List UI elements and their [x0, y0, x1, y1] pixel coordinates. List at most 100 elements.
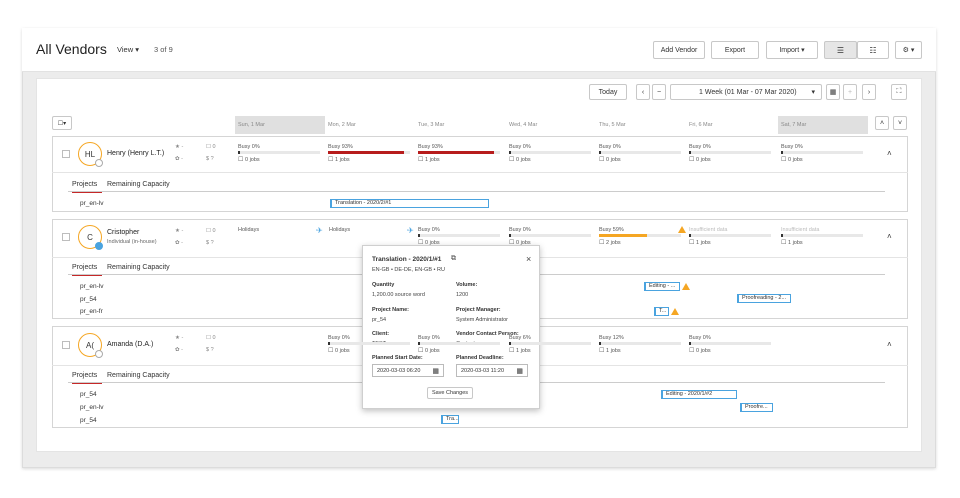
busy-status: Busy 0%	[689, 144, 711, 150]
busy-status: Busy 93%	[418, 144, 443, 150]
capacity-bar	[509, 342, 591, 345]
jobs-count: 0 jobs	[606, 157, 621, 163]
task-bar[interactable]: T...	[654, 307, 669, 316]
task-bar[interactable]: Tra...	[441, 415, 459, 424]
task-bar[interactable]: Editing - ...	[644, 282, 680, 291]
divider	[68, 191, 885, 192]
collapse-vendor-icon[interactable]: ˄	[887, 232, 892, 241]
vendor-checkbox[interactable]	[62, 341, 70, 349]
busy-status: Busy 0%	[418, 335, 440, 341]
view-dropdown[interactable]: View ▾	[117, 45, 139, 54]
day-header-sun-bg	[235, 116, 325, 134]
day-header-sat: Sat, 7 Mar	[778, 116, 868, 134]
avatar-initials: C	[87, 232, 93, 242]
tab-remaining[interactable]: Remaining Capacity	[107, 372, 170, 379]
import-button[interactable]: Import ▾	[766, 41, 818, 59]
settings-button[interactable]: ⚙ ▾	[895, 41, 922, 59]
status-icon	[95, 242, 103, 250]
vendor-name[interactable]: Henry (Henry L.T.)	[107, 150, 165, 157]
tab-projects[interactable]: Projects	[72, 264, 102, 276]
fullscreen-icon: ⛶	[896, 88, 902, 95]
capacity-bar	[509, 234, 591, 237]
category: ✿ -	[175, 156, 183, 162]
capacity-fill	[418, 342, 420, 345]
task-bar[interactable]: Editing - 2020/1/#2	[661, 390, 737, 399]
day-header-wed: Wed, 4 Mar	[509, 122, 538, 128]
timeline-view-button[interactable]: ☰	[824, 41, 857, 59]
tab-projects[interactable]: Projects	[72, 181, 102, 193]
day-header-tue: Tue, 3 Mar	[418, 122, 445, 128]
start-date-input[interactable]: 2020-03-03 06:20 ▦	[372, 364, 444, 377]
collapse-vendor-icon[interactable]: ˄	[887, 340, 892, 349]
capacity-fill	[689, 234, 691, 237]
tab-remaining[interactable]: Remaining Capacity	[107, 264, 170, 271]
tab-remaining[interactable]: Remaining Capacity	[107, 181, 170, 188]
category: ✿ -	[175, 240, 183, 246]
message-count: ☐ 0	[206, 144, 216, 150]
task-bar[interactable]: Translation - 2020/2/#1	[330, 199, 489, 208]
date-range-select[interactable]: 1 Week (01 Mar - 07 Mar 2020) ▾	[670, 84, 822, 100]
popup-title[interactable]: Translation - 2020/1/#1	[372, 256, 442, 263]
jobs-icon: ☐	[781, 157, 787, 163]
capacity-bar	[781, 151, 863, 154]
avatar: HL	[78, 142, 103, 167]
jobs-count: 1 jobs	[606, 348, 621, 354]
capacity-fill	[689, 151, 691, 154]
close-icon[interactable]: ×	[526, 254, 532, 264]
plus-icon: +	[847, 88, 853, 96]
next-week-button[interactable]: ›	[862, 84, 876, 100]
collapse-vendor-icon[interactable]: ˄	[887, 149, 892, 158]
task-bar[interactable]: Proofreading - 2...	[737, 294, 791, 303]
jobs-count: 0 jobs	[335, 348, 350, 354]
vendor-name[interactable]: Cristopher	[107, 229, 140, 236]
jobs-icon: ☐	[781, 240, 787, 246]
today-button[interactable]: Today	[589, 84, 627, 100]
holiday-icon: ✈	[316, 226, 323, 235]
project-row: pr_en-lv	[80, 200, 104, 207]
jobs-icon: ☐	[689, 348, 695, 354]
expand-all-button[interactable]: ˅	[893, 116, 907, 130]
collapse-all-button[interactable]: ˄	[875, 116, 889, 130]
capacity-fill	[599, 234, 648, 237]
tab-projects-label: Projects	[72, 181, 98, 188]
save-changes-button[interactable]: Save Changes	[427, 387, 473, 399]
rate-value: ?	[210, 347, 214, 353]
tab-projects[interactable]: Projects	[72, 372, 102, 384]
add-vendor-button[interactable]: Add Vendor	[653, 41, 705, 59]
page-title: All Vendors	[36, 41, 107, 57]
vendor-checkbox[interactable]	[62, 233, 70, 241]
day-header-thu: Thu, 5 Mar	[599, 122, 626, 128]
jobs-icon: ☐	[509, 240, 515, 246]
busy-status: Insufficient data	[781, 227, 820, 233]
calendar-button[interactable]: ▦	[826, 84, 840, 100]
zoom-in-button[interactable]: +	[843, 84, 857, 100]
capacity-fill	[599, 151, 601, 154]
busy-status: Busy 0%	[689, 335, 711, 341]
deadline-input[interactable]: 2020-03-03 11:20 ▦	[456, 364, 528, 377]
capacity-bar	[689, 342, 771, 345]
zoom-out-button[interactable]: −	[652, 84, 666, 100]
vendor-contact-label: Vendor Contact Person:	[456, 331, 519, 337]
list-view-button[interactable]: ☷	[857, 41, 889, 59]
project-manager-label: Project Manager:	[456, 307, 501, 313]
vendor-name[interactable]: Amanda (D.A.)	[107, 341, 154, 348]
vendor-type: Individual (in-house)	[107, 239, 157, 245]
capacity-fill	[418, 151, 495, 154]
caret-down-icon: ☐▾	[57, 120, 67, 127]
export-button[interactable]: Export	[711, 41, 759, 59]
day-header-mon: Mon, 2 Mar	[328, 122, 356, 128]
capacity-bar	[781, 234, 863, 237]
prev-week-button[interactable]: ‹	[636, 84, 650, 100]
busy-status: Busy 0%	[599, 144, 621, 150]
capacity-bar	[689, 151, 771, 154]
holiday-icon: ✈	[407, 226, 414, 235]
fullscreen-button[interactable]: ⛶	[891, 84, 907, 100]
task-bar[interactable]: Proofre...	[740, 403, 773, 412]
message-count-value: 0	[212, 144, 216, 150]
select-all-checkbox[interactable]: ☐▾	[52, 116, 72, 130]
jobs-icon: ☐	[599, 348, 605, 354]
vendor-checkbox[interactable]	[62, 150, 70, 158]
quantity-value: 1,200.00 source word	[372, 292, 425, 298]
external-link-icon[interactable]: ⧉	[451, 255, 456, 262]
minus-icon: −	[656, 88, 662, 96]
